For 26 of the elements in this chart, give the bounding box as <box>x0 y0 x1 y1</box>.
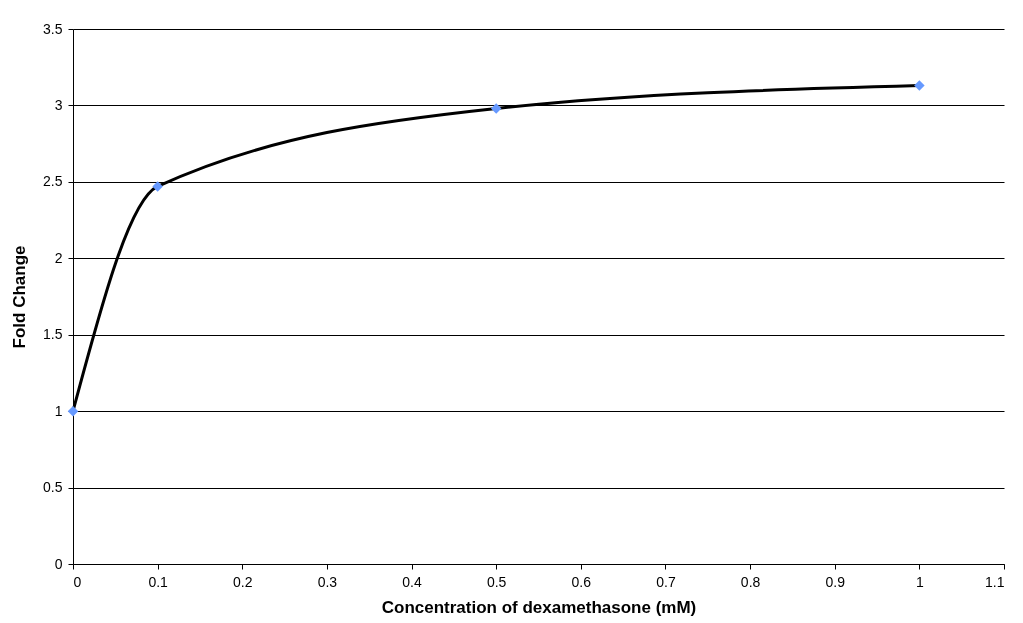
x-tick-label: 1 <box>915 573 924 590</box>
x-tick-label: 1.1 <box>985 573 1005 590</box>
x-tick-label: 0.2 <box>233 573 253 590</box>
x-tick-label: 0.6 <box>571 573 592 590</box>
x-tick-label: 0.9 <box>825 573 846 590</box>
point <box>67 405 79 417</box>
point <box>152 181 163 192</box>
x-tick-label: 0 <box>73 573 82 590</box>
y-tick-label: 0.5 <box>43 479 63 496</box>
y-tick-label: 1.5 <box>43 326 63 343</box>
x-tick-label: 0.7 <box>656 573 676 590</box>
x-tick-label: 0.4 <box>402 573 422 590</box>
y-tick-label: 3 <box>54 96 63 113</box>
x-tick-label: 0.8 <box>740 573 761 590</box>
x-tick-label: 0.3 <box>317 573 338 590</box>
y-tick-label: 3.5 <box>43 20 63 37</box>
y-tick-label: 1 <box>54 402 63 419</box>
y-tick-label: 0 <box>54 555 63 572</box>
x-tick-label: 0.5 <box>486 573 507 590</box>
y-tick-label: 2 <box>54 249 63 266</box>
point <box>490 103 502 114</box>
x-axis-title: Concentration of dexamethasone (mM) <box>381 597 697 617</box>
y-tick-label: 2.5 <box>43 173 63 190</box>
y-axis-title: Fold Change <box>10 245 30 349</box>
point <box>914 80 925 91</box>
x-tick-label: 0.1 <box>148 573 169 590</box>
